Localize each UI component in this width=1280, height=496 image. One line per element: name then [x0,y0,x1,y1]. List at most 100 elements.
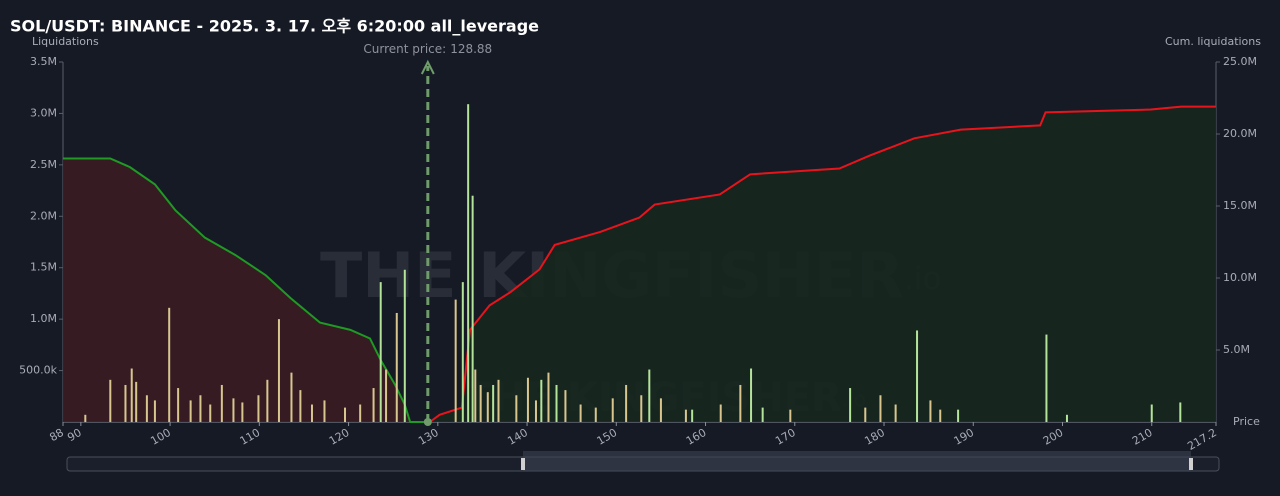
area [63,158,428,423]
bar [761,407,764,422]
y-tick-label: 500.0k [19,364,57,377]
bar [486,392,489,422]
x-tick-label: 88 [47,426,66,444]
x-tick-label: 150 [595,426,620,448]
bar [323,400,326,422]
bar [939,409,942,422]
bar [479,384,482,422]
bar [625,384,628,422]
y-tick-label: 3.5M [30,55,57,68]
bar [344,407,347,422]
x-tick-label: 100 [148,426,173,448]
bar [257,395,260,422]
bar [277,319,280,422]
bar [611,398,614,422]
bar [594,407,597,422]
area [429,106,1217,422]
bar [153,400,156,422]
bar [719,404,722,422]
bar [109,379,112,422]
bar [579,404,582,422]
bar [648,369,651,422]
bar [540,379,543,422]
bar [290,372,293,422]
current-price-dot [423,418,432,426]
y2-tick-label: 20.0M [1223,127,1257,140]
scrollbar[interactable] [66,451,1220,472]
bar [684,409,687,422]
bar [1065,414,1068,422]
bar [864,407,867,422]
x-tick-label: 217.2 [1185,426,1219,453]
bar [492,384,495,422]
bar [84,414,87,422]
bar [894,404,897,422]
y2-tick-label: 5.0M [1223,343,1250,356]
bar [220,384,223,422]
bar [189,400,192,422]
bar [879,395,882,422]
bar [177,388,180,422]
bar [310,404,313,422]
bar [789,409,792,422]
cum-line [429,105,1216,423]
x-tick-label: 110 [238,426,263,448]
bar [1045,334,1048,422]
bar [474,369,477,422]
bar [209,404,212,422]
bar [1179,402,1182,422]
bar [750,368,753,422]
current-price-value: 128.88 [450,42,492,56]
bar [957,409,960,422]
bar [659,398,662,422]
bar [555,384,558,422]
y2-axis-title: Cum. liquidations [1165,35,1261,48]
bar [640,395,643,422]
y-tick-label: 1.5M [30,261,57,274]
bar [461,282,464,422]
bar [471,195,474,422]
bar [145,395,148,422]
x-tick-label: 90 [65,426,84,444]
bar [691,409,694,422]
cum-line [63,157,428,423]
chart-title: SOL/USDT: BINANCE - 2025. 3. 17. 오후 6:20… [10,17,539,36]
x-tick-label: 200 [1041,426,1066,448]
y-tick-label: 3.0M [30,106,57,119]
bar [168,307,171,422]
bar [515,395,518,422]
bar [385,369,388,422]
x-tick-label: 120 [327,426,352,448]
bar [241,402,244,422]
bar [916,330,919,422]
current-price-arrow [420,59,435,75]
x-tick-label: 210 [1130,426,1155,448]
bar [124,384,127,422]
bar [849,388,852,422]
bar [534,400,537,422]
y2-tick-label: 10.0M [1223,271,1257,284]
bar [359,404,362,422]
y2-tick-label: 15.0M [1223,199,1257,212]
x-tick-label: 140 [505,426,530,448]
y-tick-label: 2.0M [30,209,57,222]
y-axis-title: Liquidations [32,35,99,48]
bar [547,372,550,422]
bar [232,398,235,422]
bar [1150,404,1153,422]
bar [497,379,500,422]
bar [135,381,138,422]
bar [929,400,932,422]
current-price-label: Current price: 128.88 [363,42,492,56]
bar [130,368,133,422]
x-tick-label: 130 [416,426,441,448]
bar [454,299,457,422]
x-tick-label: 190 [952,426,977,448]
x-tick-label: 160 [684,426,709,448]
current-price-label: Current price: [363,42,446,56]
bar [467,104,470,423]
plot: 500.0k 1.0M 1.5M 2.0M 2.5M 3.0M 3.5M 5.0M 10.0M 1… [19,42,1257,453]
y2-tick-label: 25.0M [1223,55,1257,68]
x-tick-label: 180 [862,426,887,448]
